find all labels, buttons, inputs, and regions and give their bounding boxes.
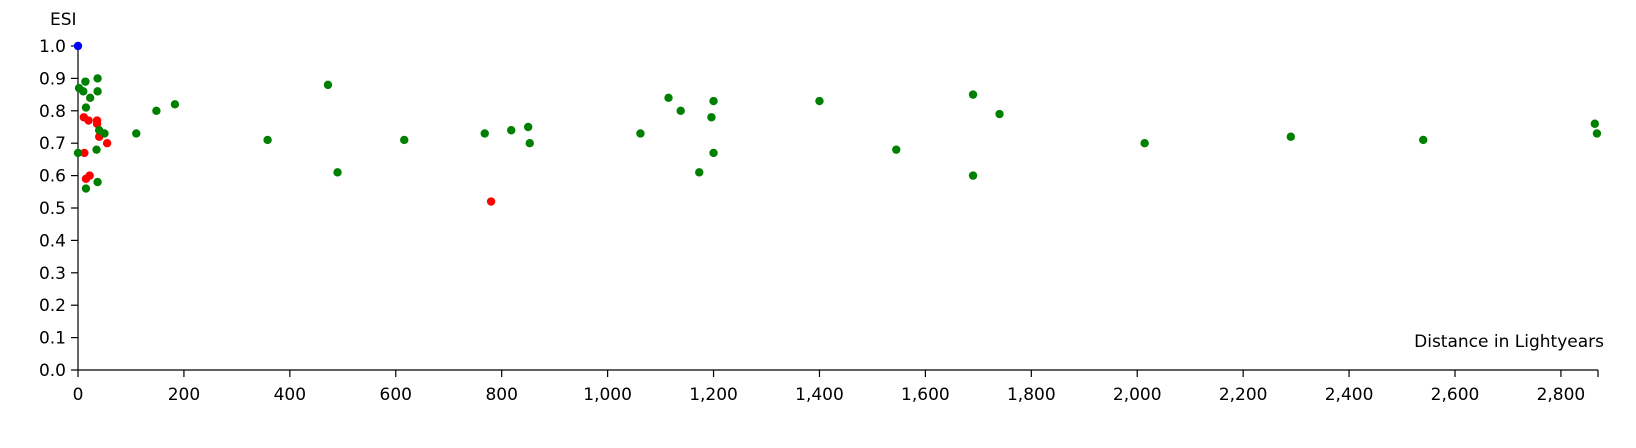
data-point (92, 119, 102, 128)
data-point (93, 177, 102, 187)
data-point (84, 116, 93, 125)
data-point (323, 80, 333, 90)
x-tick-label: 2,000 (1113, 385, 1162, 405)
x-tick-label: 800 (485, 385, 517, 405)
y-tick-label: 0.7 (39, 134, 66, 154)
y-tick-label: 0.4 (39, 231, 66, 251)
x-tick-label: 2,600 (1431, 385, 1480, 405)
data-point (333, 168, 342, 177)
y-tick-label: 0.9 (39, 69, 66, 89)
data-point (676, 106, 685, 116)
y-tick-label: 0.1 (39, 329, 66, 349)
data-point (1590, 119, 1600, 128)
y-axis: 0.0 0.1 0.2 0.3 0.4 0.5 0.6 0.7 0.8 0.9 1.0 (39, 37, 79, 381)
y-tick-label: 0.2 (39, 296, 66, 316)
x-tick-label: 400 (274, 385, 306, 405)
data-point (92, 145, 101, 154)
data-point (93, 87, 102, 96)
data-point (85, 93, 95, 103)
data-point (709, 96, 718, 106)
data-point (80, 148, 89, 158)
data-point (152, 106, 161, 116)
data-point (507, 126, 516, 135)
x-tick-label: 200 (168, 385, 200, 405)
data-point (170, 100, 180, 109)
data-point (81, 103, 91, 112)
data-point (695, 168, 704, 177)
data-point (81, 77, 90, 86)
y-tick-label: 0.8 (39, 102, 66, 122)
x-tick-label: 600 (380, 385, 412, 405)
x-tick-label: 1,400 (795, 385, 844, 405)
data-point (400, 135, 409, 145)
data-point (1140, 139, 1149, 148)
data-point (79, 87, 88, 96)
x-tick-label: 1,200 (689, 385, 738, 405)
data-point (636, 129, 645, 138)
data-point (263, 135, 272, 145)
data-point (525, 139, 534, 148)
data-points (73, 41, 1602, 206)
data-point (73, 41, 83, 51)
data-point (132, 129, 141, 138)
data-point (480, 129, 489, 138)
data-point (707, 113, 716, 122)
data-point (664, 93, 673, 103)
x-tick-label: 1,000 (583, 385, 632, 405)
data-point (93, 74, 102, 83)
y-tick-label: 0.3 (39, 264, 66, 284)
y-tick-label: 0.0 (39, 361, 66, 381)
x-tick-label: 2,400 (1325, 385, 1374, 405)
x-tick-label: 2,800 (1537, 385, 1586, 405)
data-point (968, 90, 978, 99)
x-axis: 0 200 400 600 800 1,000 1,200 1,400 1,600 1,800 2,… (73, 369, 1599, 405)
y-tick-label: 0.6 (39, 167, 66, 187)
x-tick-label: 0 (73, 385, 84, 405)
data-point (968, 171, 978, 180)
data-point (523, 122, 533, 132)
x-tick-label: 1,600 (901, 385, 950, 405)
data-point (1419, 135, 1428, 145)
data-point (1286, 132, 1296, 141)
data-point (73, 148, 83, 158)
data-point (85, 171, 94, 180)
y-tick-label: 0.5 (39, 199, 66, 219)
data-point (709, 148, 718, 158)
data-point (81, 184, 91, 193)
data-point (102, 139, 112, 148)
data-point (1592, 129, 1602, 138)
data-point (486, 197, 496, 206)
x-tick-label: 2,200 (1219, 385, 1268, 405)
x-tick-label: 1,800 (1007, 385, 1056, 405)
y-axis-title: ESI (50, 10, 77, 30)
data-point (100, 129, 109, 138)
y-tick-label: 1.0 (39, 37, 66, 57)
data-point (995, 109, 1004, 119)
data-point (892, 145, 901, 154)
data-point (815, 96, 824, 106)
x-axis-title: Distance in Lightyears (1414, 332, 1604, 352)
